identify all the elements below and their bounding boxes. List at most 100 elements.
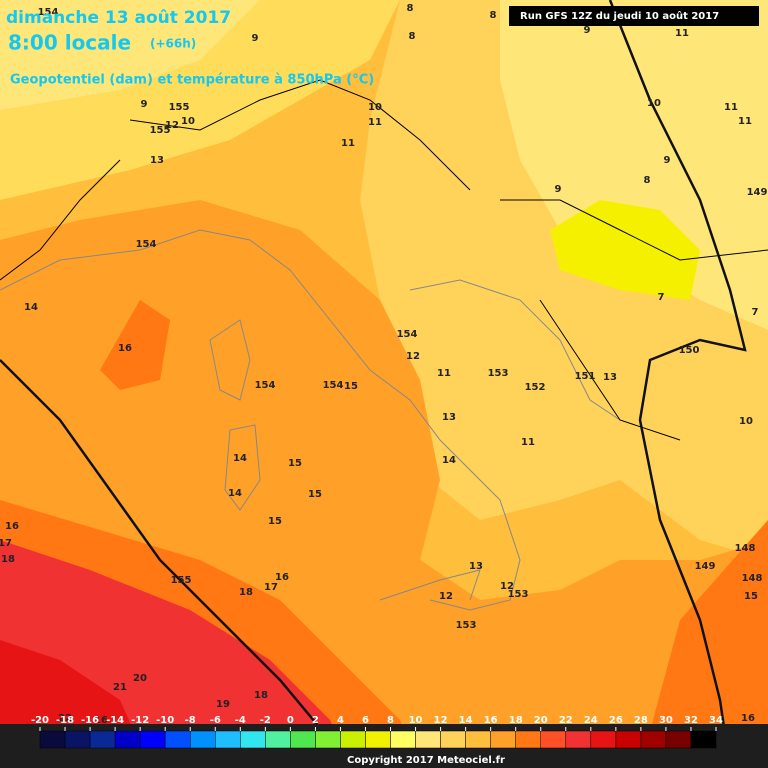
colorbar-label: 8 xyxy=(387,715,394,726)
coastlines xyxy=(0,229,621,611)
colorbar-label: -18 xyxy=(56,715,74,726)
contour-label: 148 xyxy=(742,573,763,584)
contour-label: 9 xyxy=(664,155,671,166)
colorbar-cell xyxy=(39,730,66,749)
temperature-zone xyxy=(550,200,700,300)
coastline xyxy=(209,319,251,401)
contour-label: 8 xyxy=(644,175,651,186)
colorbar-cell xyxy=(89,730,116,749)
contour-label: 11 xyxy=(738,116,752,127)
colorbar-label: -2 xyxy=(260,715,271,726)
borders xyxy=(0,79,768,441)
contour-label: 153 xyxy=(508,589,529,600)
colorbar-cell xyxy=(64,730,91,749)
colorbar-cell xyxy=(215,730,241,749)
colorbar-cell xyxy=(365,730,391,749)
contour-label: 14 xyxy=(442,455,456,466)
colorbar-label: -20 xyxy=(31,715,49,726)
forecast-date: dimanche 13 août 2017 xyxy=(6,8,231,28)
coastline xyxy=(224,424,261,511)
colorbar-label: 32 xyxy=(684,715,698,726)
border xyxy=(0,159,121,281)
contour-label: 153 xyxy=(456,620,477,631)
colorbar-label: -8 xyxy=(185,715,196,726)
contour-label: 10 xyxy=(647,98,661,109)
contour-label: 9 xyxy=(584,25,591,36)
contour-label: 13 xyxy=(442,412,456,423)
border xyxy=(539,299,681,441)
colorbar-cell xyxy=(415,730,441,749)
contour-label: 10 xyxy=(739,416,753,427)
contour-label: 149 xyxy=(747,187,768,198)
contour-label: 14 xyxy=(228,488,242,499)
colorbar-cell xyxy=(665,730,692,749)
colorbar-label: 10 xyxy=(409,715,423,726)
contour-label: 8 xyxy=(490,10,497,21)
contour-label: 22 xyxy=(58,713,72,724)
colorbar-label: 34 xyxy=(709,715,723,726)
colorbar-label: 18 xyxy=(509,715,523,726)
colorbar-label: -12 xyxy=(131,715,149,726)
colorbar-cell xyxy=(164,730,191,749)
contour-label: 18 xyxy=(239,587,253,598)
contour-label: 12 xyxy=(439,591,453,602)
contour-label: 20 xyxy=(133,673,147,684)
contour-label: 15 xyxy=(308,489,322,500)
contour-label: 12 xyxy=(165,120,179,131)
contour-label: 154 xyxy=(323,380,344,391)
coastline xyxy=(379,569,481,601)
colorbar-label: 0 xyxy=(287,715,294,726)
contour-label: 8 xyxy=(407,3,414,14)
colorbar-cell xyxy=(114,730,141,749)
border xyxy=(129,79,471,191)
colorbar-cell xyxy=(189,730,216,749)
contour-label: 21 xyxy=(113,682,127,693)
colorbar-cell xyxy=(315,730,341,749)
colorbar-label: 28 xyxy=(634,715,648,726)
contour-label: 14 xyxy=(24,302,38,313)
colorbar-label: -6 xyxy=(210,715,221,726)
contour-label: 154 xyxy=(136,239,157,250)
contour-label: 11 xyxy=(724,102,738,113)
contour-label: 11 xyxy=(368,117,382,128)
contour-label: 7 xyxy=(658,292,665,303)
contour-label: 14 xyxy=(233,453,247,464)
contour-label: 154 xyxy=(255,380,276,391)
contour-label: 151 xyxy=(575,371,596,382)
contour-label: 11 xyxy=(437,368,451,379)
contour-label: 152 xyxy=(525,382,546,393)
colorbar-cell xyxy=(490,730,516,749)
contour-label: 149 xyxy=(695,561,716,572)
copyright: Copyright 2017 Meteociel.fr xyxy=(347,755,505,766)
contour-label: 11 xyxy=(675,28,689,39)
temperature-zone xyxy=(0,0,260,110)
contour-label: 11 xyxy=(341,138,355,149)
colorbar-cell xyxy=(265,730,291,749)
contour-label: 13 xyxy=(603,372,617,383)
colorbar-label: 20 xyxy=(534,715,548,726)
colorbar-cell xyxy=(690,730,717,749)
contour-label: 148 xyxy=(735,543,756,554)
temperature-zone xyxy=(640,520,768,768)
colorbar-label: 16 xyxy=(484,715,498,726)
contour-label: 154 xyxy=(397,329,418,340)
temperature-zone xyxy=(100,300,170,390)
contour-label: 12 xyxy=(406,351,420,362)
contour-label: 15 xyxy=(288,458,302,469)
colorbar-cell xyxy=(240,730,266,749)
colorbar-label: 22 xyxy=(559,715,573,726)
colorbar-label: -14 xyxy=(106,715,124,726)
colorbar-label: 24 xyxy=(584,715,598,726)
contour-label: 155 xyxy=(171,575,192,586)
contour-label: 18 xyxy=(1,554,15,565)
colorbar-label: -4 xyxy=(235,715,246,726)
temperature-zone xyxy=(500,0,768,330)
contour-label: 19 xyxy=(216,699,230,710)
field-description: Geopotentiel (dam) et température à 850h… xyxy=(10,73,374,88)
colorbar-cell xyxy=(139,730,166,749)
colorbar-cell xyxy=(290,730,316,749)
contour-label: 10 xyxy=(368,102,382,113)
colorbar-label: 14 xyxy=(459,715,473,726)
